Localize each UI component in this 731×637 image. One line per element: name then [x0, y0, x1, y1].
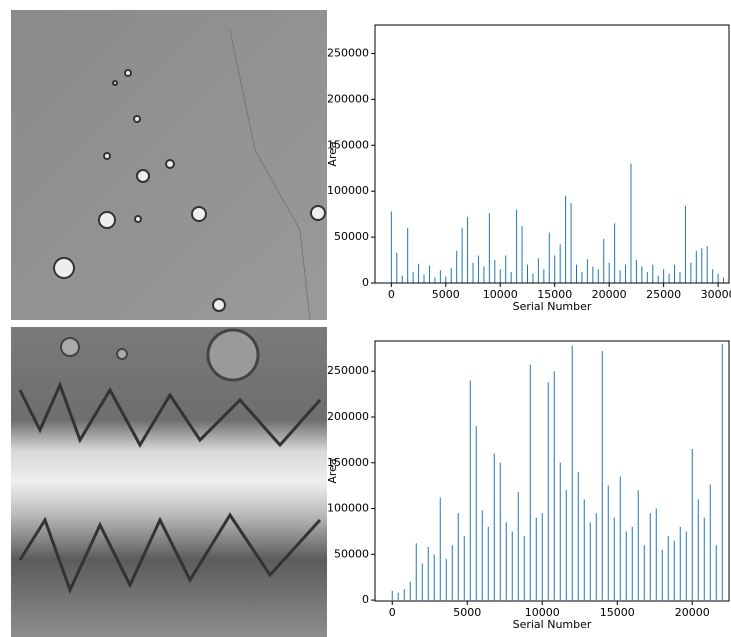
y-tick-label: 100000: [327, 502, 369, 515]
y-tick-label: 100000: [327, 184, 369, 197]
x-tick-label: 15000: [600, 606, 635, 619]
x-tick-label: 20000: [675, 606, 710, 619]
x-axis-label: Serial Number: [513, 618, 592, 631]
x-tick-label: 30000: [701, 288, 731, 301]
x-tick-label: 25000: [646, 288, 681, 301]
y-tick-label: 250000: [327, 46, 369, 59]
x-tick-label: 5000: [453, 606, 481, 619]
x-tick-label: 10000: [525, 606, 560, 619]
y-tick-label: 200000: [327, 92, 369, 105]
x-tick-label: 0: [389, 606, 396, 619]
y-tick-label: 50000: [334, 230, 369, 243]
y-axis-label: Area: [326, 141, 339, 166]
x-tick-label: 15000: [537, 288, 572, 301]
y-tick-label: 50000: [334, 547, 369, 560]
y-tick-label: 0: [362, 276, 369, 289]
y-tick-label: 0: [362, 593, 369, 606]
x-tick-label: 0: [388, 288, 395, 301]
crater-image: [11, 10, 327, 321]
y-tick-label: 150000: [327, 456, 369, 469]
x-tick-label: 10000: [483, 288, 518, 301]
axes-frame: [374, 24, 730, 284]
x-axis-label: Serial Number: [513, 300, 592, 313]
y-axis-label: Area: [326, 458, 339, 483]
x-tick-label: 20000: [592, 288, 627, 301]
canyon-image: [11, 327, 327, 637]
axes-frame: [374, 340, 730, 602]
x-tick-label: 5000: [432, 288, 460, 301]
y-tick-label: 200000: [327, 410, 369, 423]
y-tick-label: 150000: [327, 138, 369, 151]
y-tick-label: 250000: [327, 364, 369, 377]
